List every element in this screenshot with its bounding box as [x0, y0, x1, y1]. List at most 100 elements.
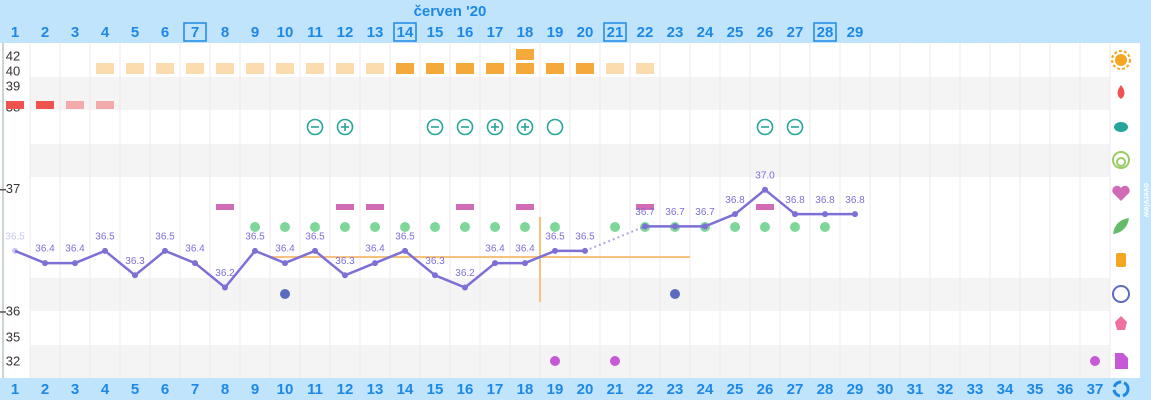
- bottom-day-label: 7: [191, 381, 199, 398]
- bottom-day-label: 14: [397, 381, 414, 398]
- heart-icon[interactable]: [1112, 185, 1130, 201]
- bottom-day-label: 31: [907, 381, 924, 398]
- note-icon[interactable]: [1115, 353, 1128, 369]
- test-mark: [306, 118, 324, 136]
- leaf-dot: [280, 222, 290, 232]
- cervical-mark: [576, 63, 594, 74]
- top-day-label: 3: [71, 24, 79, 41]
- leaf-dot: [460, 222, 470, 232]
- bottom-day-label: 10: [277, 381, 294, 398]
- top-day-label: 22: [637, 24, 654, 41]
- bottom-day-label: 4: [101, 381, 110, 398]
- bottom-day-label: 34: [997, 381, 1014, 398]
- icons: [1111, 50, 1131, 398]
- cervical-mark-peak: [516, 49, 534, 60]
- test-circle: [336, 118, 354, 136]
- top-day-label: 9: [251, 24, 259, 41]
- bottom-day-label: 3: [71, 381, 79, 398]
- test-icon[interactable]: [1114, 122, 1128, 132]
- leaf-dot: [610, 222, 620, 232]
- sun-icon[interactable]: [1115, 54, 1127, 66]
- top-day-label: 6: [161, 24, 169, 41]
- bottom-day-label: 18: [517, 381, 534, 398]
- row-label: 40: [6, 63, 20, 78]
- top-day-label: 17: [487, 24, 504, 41]
- temperature-label: 36.7: [695, 207, 715, 218]
- intercourse-mark: [756, 204, 774, 210]
- top-day-label: 27: [787, 24, 804, 41]
- temperature-label: 36.3: [425, 256, 445, 267]
- temperature-label: 36.5: [245, 231, 265, 242]
- temperature-label: 36.4: [365, 244, 385, 255]
- temperature-line: [645, 188, 855, 228]
- leaf-dot: [760, 222, 770, 232]
- bottom-day-label: 26: [757, 381, 774, 398]
- y-tick-label: 37: [6, 181, 20, 196]
- cervical-mark: [306, 63, 324, 74]
- bottom-day-label: 19: [547, 381, 564, 398]
- intercourse-mark: [516, 204, 534, 210]
- bottom-day-label: 35: [1027, 381, 1044, 398]
- bottom-day-label: 20: [577, 381, 594, 398]
- pain-icon[interactable]: [1115, 316, 1127, 330]
- mood-dot: [670, 289, 680, 299]
- week-box: [183, 22, 207, 42]
- cervical-mark: [606, 63, 624, 74]
- test-mark: [516, 118, 534, 136]
- overview-label[interactable]: overview: [1142, 183, 1151, 218]
- intercourse-mark: [636, 204, 654, 210]
- temperature-label: 36.4: [485, 244, 505, 255]
- temperature-point: [342, 272, 348, 279]
- temperature-label: 36.7: [665, 207, 685, 218]
- temperature-point: [702, 223, 708, 230]
- cervix-icon[interactable]: [1112, 151, 1130, 169]
- sync-icon[interactable]: [1112, 380, 1130, 398]
- temperature-point: [102, 247, 108, 254]
- bottle-icon[interactable]: [1116, 253, 1126, 267]
- temperature-point: [372, 260, 378, 267]
- temperature-label: 36.3: [335, 256, 355, 267]
- bottom-day-label: 23: [667, 381, 684, 398]
- temperature-label: 36.3: [125, 256, 145, 267]
- mood-icon[interactable]: [1112, 285, 1130, 303]
- top-day-label: 25: [727, 24, 744, 41]
- temperature-label: 36.2: [455, 268, 475, 279]
- temperature-point: [462, 284, 468, 291]
- temperature-point: [402, 247, 408, 254]
- temperature-label: 36.5: [575, 231, 595, 242]
- temperature-point: [732, 211, 738, 218]
- temperature-point: [252, 247, 258, 254]
- temperature-point: [132, 272, 138, 279]
- bottom-day-label: 25: [727, 381, 744, 398]
- bottom-bar: [0, 378, 1151, 400]
- test-mark: [486, 118, 504, 136]
- test-mark: [786, 118, 804, 136]
- mood-dot: [280, 289, 290, 299]
- bleeding-mark: [6, 101, 24, 109]
- temperature-point: [282, 260, 288, 267]
- week-box: [813, 22, 837, 42]
- leaf-icon[interactable]: [1113, 218, 1129, 234]
- top-day-label: 15: [427, 24, 444, 41]
- bottom-day-label: 9: [251, 381, 259, 398]
- temperature-label: 36.5: [305, 231, 325, 242]
- cervical-mark: [486, 63, 504, 74]
- bottom-day-label: 8: [221, 381, 229, 398]
- top-day-label: 7: [191, 24, 199, 41]
- overview-tab[interactable]: [1140, 0, 1151, 400]
- top-day-label: 19: [547, 24, 564, 41]
- test-mark: [456, 118, 474, 136]
- temperature-label: 36.8: [725, 195, 745, 206]
- top-day-label: 10: [277, 24, 294, 41]
- cervical-mark: [366, 63, 384, 74]
- temperature-label: 36.8: [815, 195, 835, 206]
- cervical-mark: [426, 63, 444, 74]
- row-label: 42: [6, 48, 20, 63]
- bottom-day-label: 28: [817, 381, 834, 398]
- temperature-label: 36.5: [95, 231, 115, 242]
- bottom-day-label: 11: [307, 381, 323, 398]
- blood-icon[interactable]: [1117, 85, 1125, 99]
- top-day-label: 12: [337, 24, 354, 41]
- bleeding-mark: [66, 101, 84, 109]
- bottom-day-label: 16: [457, 381, 474, 398]
